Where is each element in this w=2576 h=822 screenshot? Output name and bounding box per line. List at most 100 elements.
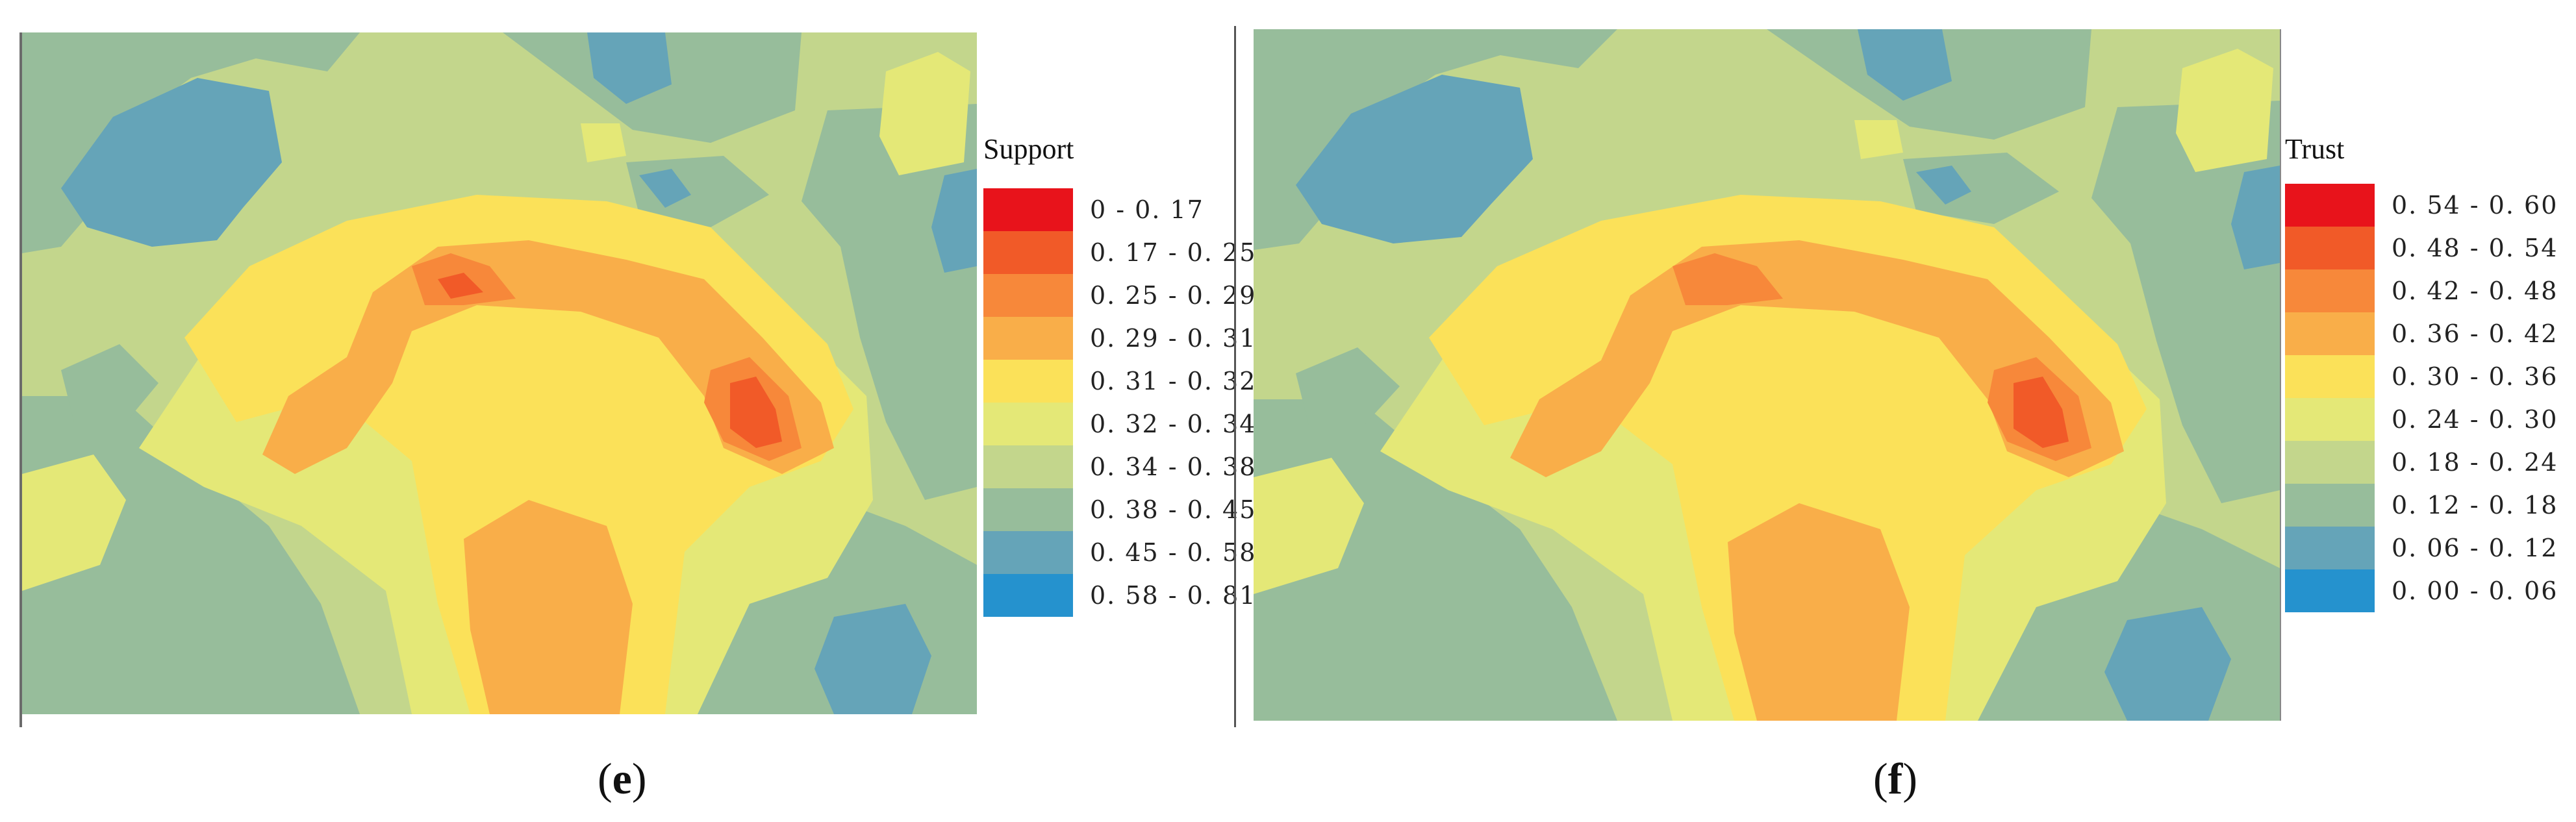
support-legend-swatch (983, 188, 1073, 231)
map-e-left-border (19, 32, 22, 727)
zone-038-045-nw (22, 32, 360, 253)
support-legend-swatch (983, 574, 1073, 617)
trust-legend-label: 0. 36 - 0. 42 (2392, 319, 2558, 348)
zone-024-030-west (1254, 458, 1364, 594)
caption-e-letter: e (612, 754, 632, 803)
support-contour-map (22, 32, 977, 714)
trust-legend-swatch (2285, 527, 2375, 569)
caption-e-open: ( (598, 754, 612, 803)
support-legend-label: 0. 17 - 0. 25 (1090, 238, 1257, 267)
trust-legend-item: 0. 06 - 0. 12 (2285, 527, 2558, 569)
trust-legend-label: 0. 48 - 0. 54 (2392, 234, 2558, 262)
trust-legend-swatch (2285, 184, 2375, 227)
zone-029-031-arc (262, 240, 834, 474)
zone-024-030-north-small (1854, 120, 1903, 159)
trust-legend-item: 0. 42 - 0. 48 (2285, 269, 2558, 312)
caption-e-close: ) (631, 754, 647, 803)
support-legend-label: 0 - 0. 17 (1090, 195, 1204, 224)
zone-045-058-east (931, 169, 977, 273)
zone-006-012-north (1858, 29, 1952, 101)
trust-legend-label: 0. 54 - 0. 60 (2392, 191, 2558, 219)
map-e-support-surface (22, 32, 977, 714)
zone-029-031-south (464, 500, 633, 714)
trust-legend-label: 0. 18 - 0. 24 (2392, 448, 2558, 477)
support-legend-swatch (983, 274, 1073, 317)
support-legend-swatch (983, 360, 1073, 403)
legend-title-trust: Trust (2285, 133, 2345, 165)
trust-legend-swatch (2285, 569, 2375, 612)
trust-legend-swatch (2285, 398, 2375, 441)
trust-legend-item: 0. 48 - 0. 54 (2285, 227, 2558, 269)
support-legend-item: 0. 34 - 0. 38 (983, 445, 1256, 488)
support-legend-label: 0. 31 - 0. 32 (1090, 367, 1257, 395)
trust-legend-item: 0. 30 - 0. 36 (2285, 355, 2558, 398)
zone-045-058-se (814, 604, 931, 714)
zone-006-012-se (2104, 607, 2231, 721)
panel-divider (1234, 26, 1236, 727)
support-legend-swatch (983, 317, 1073, 360)
zone-045-058-nw (61, 78, 282, 247)
support-legend-item: 0. 31 - 0. 32 (983, 360, 1256, 403)
support-legend-label: 0. 25 - 0. 29 (1090, 281, 1257, 310)
support-legend-item: 0. 17 - 0. 25 (983, 231, 1256, 274)
zone-048-054-east (2014, 377, 2069, 448)
trust-legend-swatch (2285, 312, 2375, 355)
support-legend-item: 0. 29 - 0. 31 (983, 317, 1256, 360)
zone-006-012-small (1916, 166, 1971, 205)
trust-legend-label: 0. 24 - 0. 30 (2392, 405, 2558, 434)
support-legend-label: 0. 29 - 0. 31 (1090, 324, 1257, 353)
support-legend-item: 0. 58 - 0. 81 (983, 574, 1256, 617)
map-f-trust-surface (1254, 29, 2280, 721)
trust-legend-swatch (2285, 441, 2375, 484)
trust-legend-label: 0. 42 - 0. 48 (2392, 277, 2558, 305)
zone-017-025-east (730, 377, 782, 448)
zone-032-034-west (22, 455, 126, 591)
zone-036-042-south (1728, 503, 1910, 721)
zone-038-045-west (61, 344, 158, 422)
trust-legend-label: 0. 00 - 0. 06 (2392, 577, 2558, 605)
zone-036-042-arc (1510, 240, 2124, 477)
trust-legend-swatch (2285, 269, 2375, 312)
trust-legend-swatch (2285, 355, 2375, 398)
zone-038-045-east (802, 104, 977, 500)
trust-legend-item: 0. 24 - 0. 30 (2285, 398, 2558, 441)
support-legend-item: 0. 38 - 0. 45 (983, 488, 1256, 531)
zone-006-012-east (2231, 166, 2280, 269)
zone-032-034-ne (879, 52, 970, 175)
trust-legend-label: 0. 06 - 0. 12 (2392, 534, 2558, 562)
caption-f-letter: f (1888, 754, 1903, 803)
zone-012-018-east (2091, 101, 2280, 503)
caption-e: (e) (598, 753, 647, 804)
support-legend-swatch (983, 531, 1073, 574)
map-f-right-border (2280, 29, 2281, 721)
trust-legend-swatch (2285, 227, 2375, 269)
trust-legend-item: 0. 12 - 0. 18 (2285, 484, 2558, 527)
zone-024-030-ne (2176, 49, 2273, 172)
trust-legend-label: 0. 12 - 0. 18 (2392, 491, 2558, 519)
caption-f-open: ( (1873, 754, 1888, 803)
zone-042-048-north (1673, 253, 1783, 305)
zone-012-018-west (1296, 347, 1400, 425)
trust-legend-item: 0. 36 - 0. 42 (2285, 312, 2558, 355)
trust-contour-map (1254, 29, 2280, 721)
support-legend-label: 0. 58 - 0. 81 (1090, 581, 1257, 610)
trust-legend-swatch (2285, 484, 2375, 527)
support-legend-label: 0. 34 - 0. 38 (1090, 453, 1257, 481)
support-legend-item: 0. 45 - 0. 58 (983, 531, 1256, 574)
trust-legend-item: 0. 54 - 0. 60 (2285, 184, 2558, 227)
zone-017-025-north (438, 273, 483, 299)
trust-legend-item: 0. 00 - 0. 06 (2285, 569, 2558, 612)
trust-legend-item: 0. 18 - 0. 24 (2285, 441, 2558, 484)
caption-f-close: ) (1902, 754, 1917, 803)
support-legend-swatch (983, 445, 1073, 488)
trust-legend-label: 0. 30 - 0. 36 (2392, 362, 2558, 391)
support-legend-item: 0. 25 - 0. 29 (983, 274, 1256, 317)
support-legend-item: 0 - 0. 17 (983, 188, 1204, 231)
support-legend-label: 0. 32 - 0. 34 (1090, 410, 1257, 438)
support-legend-swatch (983, 231, 1073, 274)
legend-title-support: Support (983, 133, 1074, 165)
zone-045-058-small (639, 169, 691, 208)
zone-006-012-nw (1296, 75, 1533, 243)
zone-045-058-north (587, 32, 672, 104)
caption-f: (f) (1873, 753, 1917, 804)
